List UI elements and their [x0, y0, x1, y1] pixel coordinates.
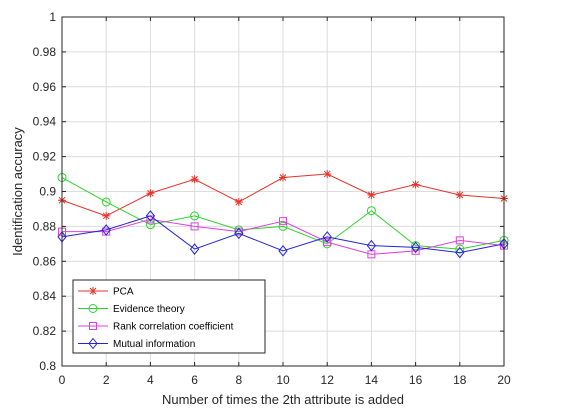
y-tick-label: 0.8 [39, 359, 56, 373]
x-tick-label: 8 [235, 373, 242, 387]
data-point-mutual-information [455, 246, 465, 259]
data-point-pca [411, 180, 420, 189]
series-mutual-information [57, 210, 509, 259]
legend: PCA Evidence theory Rank correlation coeff… [72, 279, 266, 354]
data-point-pca [279, 173, 287, 182]
legend-marker [88, 337, 98, 350]
data-point-mutual-information [366, 239, 377, 252]
legend-box [72, 279, 266, 354]
legend-label: PCA [113, 287, 134, 298]
data-point-mutual-information [145, 210, 156, 222]
data-point-pca [234, 197, 243, 206]
data-point-pca [367, 190, 376, 199]
data-point-pca [455, 190, 464, 199]
x-axis-label: Number of times the 2th attribute is add… [162, 392, 404, 407]
x-tick-label: 12 [321, 373, 335, 387]
x-tick-label: 10 [276, 373, 290, 387]
x-tick-label: 16 [409, 373, 423, 387]
y-tick-label: 0.84 [33, 289, 57, 303]
legend-item-pca: PCA [78, 287, 134, 298]
x-tick-label: 2 [103, 373, 110, 387]
legend-label: Evidence theory [113, 304, 185, 315]
data-point-pca [190, 175, 199, 184]
data-point-evidence-theory [101, 197, 111, 207]
legend-label: Rank correlation coefficient [113, 322, 234, 333]
x-tick-label: 0 [59, 373, 66, 387]
legend-marker [89, 322, 97, 330]
data-point-evidence-theory [366, 206, 376, 216]
data-point-mutual-information [101, 224, 111, 236]
y-axis-label: Identification accuracy [10, 127, 25, 256]
legend-item-mutual-information: Mutual information [78, 337, 195, 350]
x-tick-label: 4 [147, 373, 154, 387]
y-tick-label: 0.96 [33, 80, 57, 94]
legend-marker [89, 287, 97, 295]
data-point-mutual-information [234, 227, 244, 240]
data-point-pca [323, 170, 332, 179]
data-point-pca [146, 189, 155, 198]
y-tick-label: 0.98 [33, 45, 57, 59]
data-point-mutual-information [278, 245, 288, 257]
x-tick-label: 20 [497, 373, 511, 387]
series-line-rank-correlation-coefficient [62, 218, 505, 255]
data-point-rank-correlation-coefficient [279, 217, 287, 226]
legend-item-evidence-theory: Evidence theory [78, 304, 185, 315]
y-tick-label: 0.9 [39, 185, 56, 199]
data-point-mutual-information [189, 243, 200, 255]
data-point-pca [102, 211, 111, 220]
data-point-mutual-information [410, 241, 421, 254]
y-tick-label: 0.88 [33, 219, 57, 233]
y-tick-label: 0.92 [33, 150, 57, 164]
legend-item-rank-correlation-coefficient: Rank correlation coefficient [78, 322, 234, 333]
data-point-mutual-information [322, 231, 332, 243]
x-tick-label: 6 [191, 373, 198, 387]
data-point-rank-correlation-coefficient [323, 238, 332, 247]
data-point-evidence-theory [190, 211, 200, 221]
legend-marker [88, 304, 98, 313]
data-point-evidence-theory [455, 244, 465, 254]
ticks: 0 2 4 6 8 10 12 14 16 18 20 0.8 0.82 0.84 0.86 0.88 0.9 0… [33, 10, 511, 387]
y-tick-label: 0.94 [33, 115, 57, 129]
x-tick-label: 14 [365, 373, 379, 387]
y-tick-label: 1 [49, 10, 56, 24]
data-point-rank-correlation-coefficient [190, 222, 199, 231]
x-tick-label: 18 [453, 373, 467, 387]
y-tick-label: 0.82 [33, 324, 57, 338]
data-point-rank-correlation-coefficient [455, 236, 464, 245]
data-point-evidence-theory [278, 221, 288, 231]
y-tick-label: 0.86 [33, 254, 57, 268]
series-line-mutual-information [61, 215, 505, 254]
legend-label: Mutual information [113, 339, 195, 350]
series-line-evidence-theory [61, 177, 505, 250]
